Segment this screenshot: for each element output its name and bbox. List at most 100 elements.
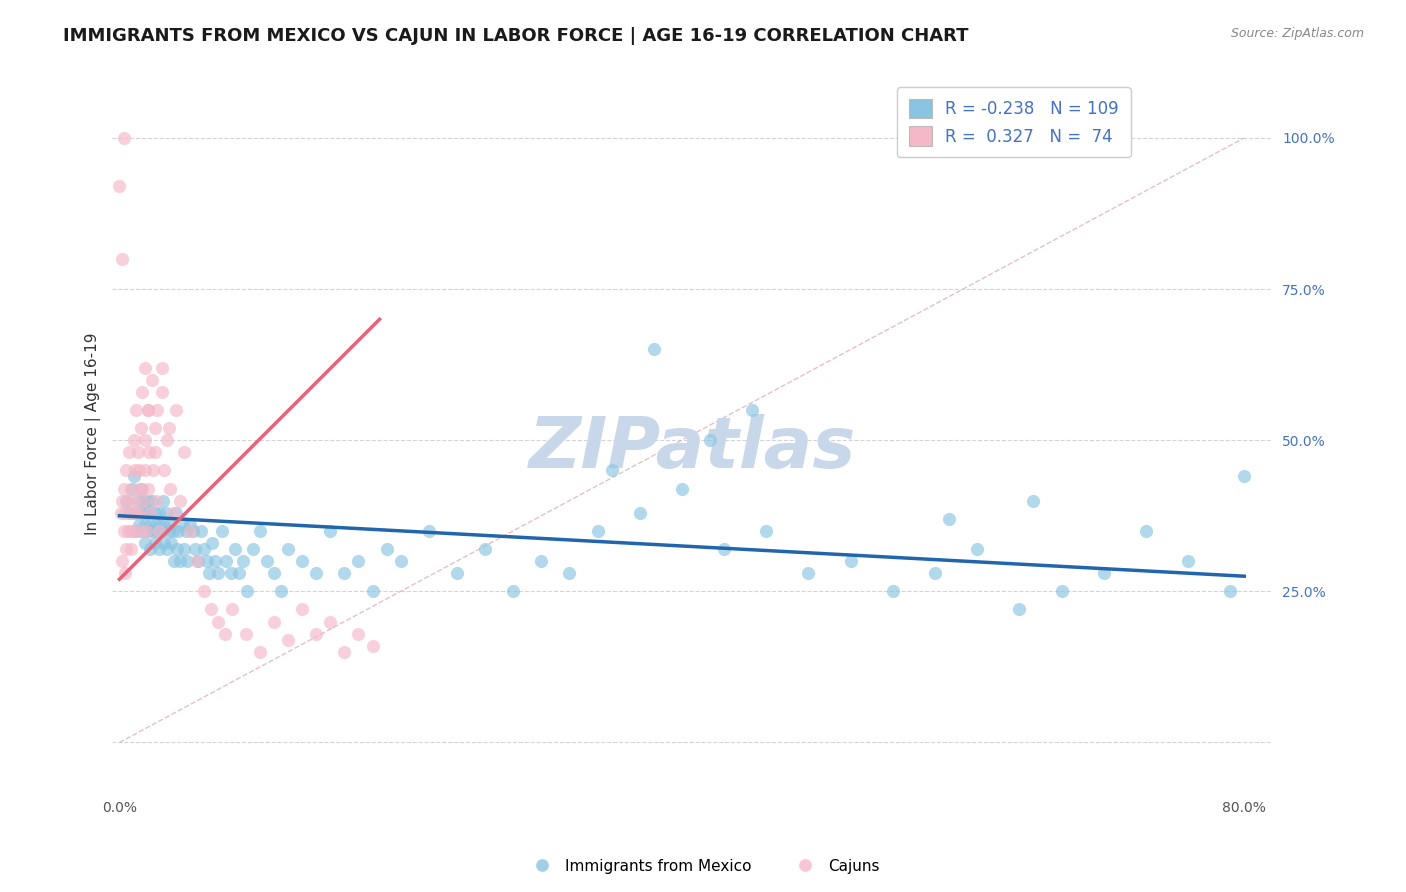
Point — [156, 541, 179, 556]
Point — [136, 403, 159, 417]
Point — [127, 445, 149, 459]
Point — [142, 463, 165, 477]
Point — [112, 524, 135, 538]
Point — [157, 421, 180, 435]
Point — [1008, 602, 1031, 616]
Point — [305, 566, 328, 581]
Point — [882, 584, 904, 599]
Point — [211, 524, 233, 538]
Point — [136, 524, 159, 538]
Point — [163, 554, 186, 568]
Point — [165, 506, 187, 520]
Point — [195, 554, 218, 568]
Point — [117, 524, 139, 538]
Point — [159, 517, 181, 532]
Point — [165, 403, 187, 417]
Point — [221, 602, 243, 616]
Point — [797, 566, 820, 581]
Point — [671, 482, 693, 496]
Point — [600, 463, 623, 477]
Point — [193, 541, 215, 556]
Point — [122, 493, 145, 508]
Point — [146, 524, 169, 538]
Point — [143, 421, 166, 435]
Point — [162, 524, 184, 538]
Point — [153, 463, 176, 477]
Point — [143, 445, 166, 459]
Point — [139, 506, 162, 520]
Point — [112, 482, 135, 496]
Point — [114, 566, 136, 581]
Point — [558, 566, 581, 581]
Point — [236, 584, 259, 599]
Point — [122, 524, 145, 538]
Point — [152, 493, 174, 508]
Legend: Immigrants from Mexico, Cajuns: Immigrants from Mexico, Cajuns — [520, 853, 886, 880]
Point — [418, 524, 440, 538]
Point — [132, 493, 155, 508]
Point — [141, 493, 163, 508]
Point — [121, 482, 143, 496]
Point — [131, 384, 153, 399]
Text: Source: ZipAtlas.com: Source: ZipAtlas.com — [1230, 27, 1364, 40]
Point — [502, 584, 524, 599]
Point — [333, 566, 356, 581]
Point — [129, 482, 152, 496]
Point — [149, 517, 172, 532]
Point — [159, 482, 181, 496]
Point — [128, 482, 150, 496]
Point — [207, 615, 229, 629]
Point — [179, 524, 201, 538]
Point — [179, 517, 201, 532]
Point — [219, 566, 242, 581]
Point — [138, 445, 160, 459]
Point — [127, 493, 149, 508]
Point — [135, 506, 157, 520]
Point — [141, 373, 163, 387]
Point — [1092, 566, 1115, 581]
Point — [129, 421, 152, 435]
Point — [839, 554, 862, 568]
Point — [263, 615, 285, 629]
Point — [111, 493, 134, 508]
Point — [143, 506, 166, 520]
Point — [145, 517, 167, 532]
Point — [139, 541, 162, 556]
Text: ZIPatlas: ZIPatlas — [529, 414, 856, 483]
Point — [249, 645, 271, 659]
Point — [224, 541, 246, 556]
Point — [150, 360, 173, 375]
Point — [207, 566, 229, 581]
Point — [291, 554, 314, 568]
Point — [145, 493, 167, 508]
Point — [120, 482, 142, 496]
Point — [157, 524, 180, 538]
Point — [134, 517, 156, 532]
Point — [153, 517, 176, 532]
Point — [146, 403, 169, 417]
Point — [108, 179, 131, 194]
Point — [136, 403, 159, 417]
Point — [114, 506, 136, 520]
Point — [128, 463, 150, 477]
Point — [115, 463, 138, 477]
Point — [148, 524, 170, 538]
Point — [741, 403, 763, 417]
Point — [305, 626, 328, 640]
Point — [169, 554, 191, 568]
Point — [755, 524, 778, 538]
Point — [139, 517, 162, 532]
Text: IMMIGRANTS FROM MEXICO VS CAJUN IN LABOR FORCE | AGE 16-19 CORRELATION CHART: IMMIGRANTS FROM MEXICO VS CAJUN IN LABOR… — [63, 27, 969, 45]
Point — [347, 626, 370, 640]
Point — [173, 541, 195, 556]
Point — [115, 541, 138, 556]
Point — [148, 506, 170, 520]
Point — [389, 554, 412, 568]
Point — [277, 632, 299, 647]
Point — [120, 524, 142, 538]
Point — [125, 403, 148, 417]
Point — [586, 524, 609, 538]
Point — [713, 541, 735, 556]
Point — [176, 554, 198, 568]
Point — [1219, 584, 1241, 599]
